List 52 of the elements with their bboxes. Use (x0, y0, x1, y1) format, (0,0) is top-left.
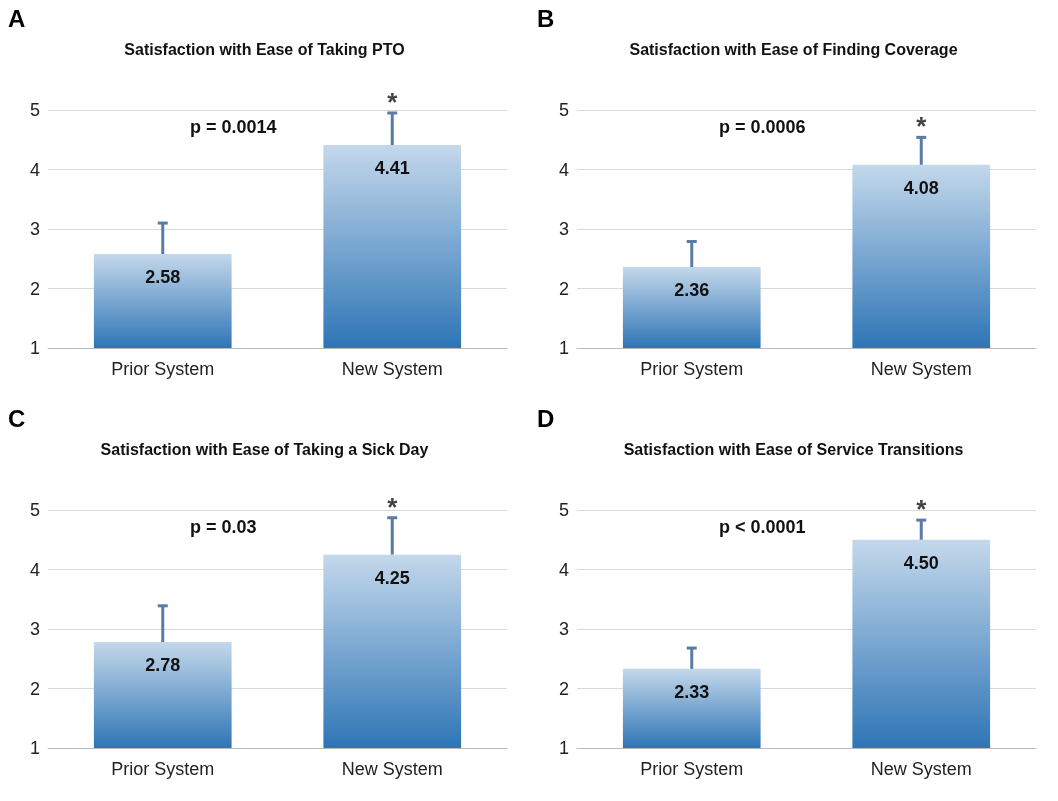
x-tick-label: New System (870, 359, 972, 379)
data-label: 2.58 (145, 266, 181, 287)
y-tick-label: 2 (29, 278, 40, 299)
text: A (8, 4, 26, 32)
annotation: p = 0.0014 (190, 117, 277, 137)
annotation: * (387, 491, 399, 522)
annotation: p = 0.0006 (719, 117, 806, 137)
y-tick-label: 1 (558, 338, 569, 358)
y-tick-label: 5 (29, 100, 40, 120)
y-tick-label: 2 (29, 678, 40, 699)
y-tick-label: 4 (558, 159, 569, 180)
annotation: * (916, 111, 928, 142)
y-tick-label: 1 (29, 738, 40, 758)
y-tick-label: 4 (29, 559, 40, 580)
y-tick-label: 5 (29, 500, 40, 520)
y-tick-label: 3 (29, 619, 40, 639)
x-tick-label: Prior System (640, 359, 744, 379)
data-label: 2.78 (145, 655, 181, 676)
text: B (537, 4, 555, 32)
data-label: 4.25 (374, 567, 410, 588)
y-tick-label: 2 (558, 678, 569, 699)
annotation: p = 0.03 (190, 517, 257, 537)
data-label: 4.41 (374, 158, 410, 179)
x-tick-label: New System (870, 759, 972, 779)
y-tick-label: 2 (558, 278, 569, 299)
x-tick-label: New System (341, 359, 443, 379)
chart-title: Satisfaction with Ease of Taking PTO (124, 40, 405, 58)
y-tick-label: 3 (558, 619, 569, 639)
x-tick-label: New System (341, 759, 443, 779)
chart-title: Satisfaction with Ease of Taking a Sick Day (100, 440, 429, 458)
y-tick-label: 4 (29, 159, 40, 180)
data-label: 4.08 (903, 177, 939, 198)
data-label: 2.36 (674, 280, 710, 301)
x-tick-label: Prior System (640, 759, 744, 779)
text: C (8, 404, 26, 432)
annotation: * (387, 86, 399, 117)
chart-title: Satisfaction with Ease of Finding Coverage (629, 40, 958, 58)
y-tick-label: 5 (558, 500, 569, 520)
y-tick-label: 5 (558, 100, 569, 120)
y-tick-label: 4 (558, 559, 569, 580)
text: D (537, 404, 555, 432)
y-tick-label: 3 (558, 219, 569, 239)
data-label: 4.50 (903, 552, 939, 573)
x-tick-label: Prior System (111, 759, 215, 779)
chart-title: Satisfaction with Ease of Service Transitions (623, 440, 964, 458)
y-tick-label: 1 (558, 738, 569, 758)
y-tick-label: 3 (29, 219, 40, 239)
y-tick-label: 1 (29, 338, 40, 358)
annotation: * (916, 494, 928, 525)
x-tick-label: Prior System (111, 359, 215, 379)
data-label: 2.33 (674, 681, 710, 702)
annotation: p < 0.0001 (719, 517, 806, 537)
